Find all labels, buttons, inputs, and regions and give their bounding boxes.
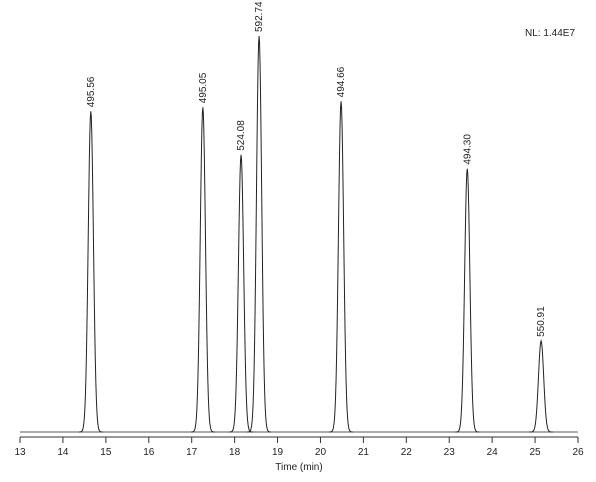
x-tick-label: 22 [401,447,413,458]
normalization-label: NL: 1.44E7 [525,28,575,39]
x-tick-label: 25 [530,447,542,458]
x-tick-label: 23 [444,447,456,458]
peak [455,168,480,433]
peak [229,154,254,433]
x-tick-label: 18 [229,447,241,458]
peak [329,101,354,433]
peak-label: 495.56 [86,76,97,107]
peak-label: 524.08 [236,120,247,151]
x-tick-label: 16 [143,447,155,458]
peak [78,111,103,433]
peak [529,339,554,433]
peak [247,35,272,433]
x-tick-label: 15 [100,447,112,458]
peak-label: 495.05 [198,72,209,103]
x-tick-label: 14 [57,447,69,458]
x-tick-label: 26 [572,447,584,458]
peak-label: 592.74 [254,1,265,32]
x-tick-label: 21 [358,447,370,458]
x-tick-label: 13 [14,447,26,458]
x-tick-label: 17 [186,447,198,458]
peak-label: 494.30 [462,134,473,165]
peak [190,107,215,433]
peak-label: 550.91 [536,306,547,337]
x-tick-label: 24 [487,447,499,458]
x-tick-label: 20 [315,447,327,458]
peak-label: 494.66 [336,66,347,97]
x-axis-label: Time (min) [275,462,322,473]
x-tick-label: 19 [272,447,284,458]
